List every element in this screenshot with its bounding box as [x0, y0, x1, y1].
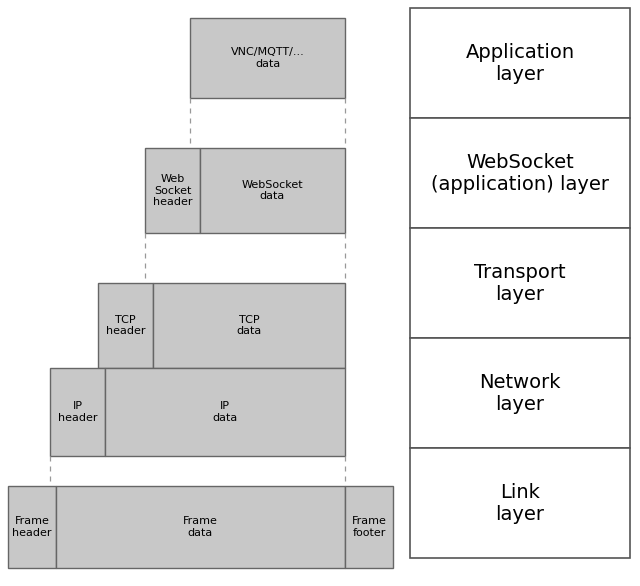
- Text: Frame
header: Frame header: [12, 516, 52, 538]
- Text: Application
layer: Application layer: [465, 43, 575, 83]
- Bar: [8, 486, 56, 568]
- Bar: [153, 283, 345, 368]
- Bar: [410, 338, 630, 448]
- Bar: [410, 8, 630, 118]
- Text: IP
data: IP data: [212, 401, 237, 423]
- Text: VNC/MQTT/...
data: VNC/MQTT/... data: [230, 47, 305, 69]
- Bar: [410, 448, 630, 558]
- Bar: [345, 486, 393, 568]
- Bar: [105, 368, 345, 456]
- Text: TCP
header: TCP header: [106, 315, 145, 336]
- Bar: [50, 368, 105, 456]
- Bar: [56, 486, 345, 568]
- Text: IP
header: IP header: [58, 401, 97, 423]
- Bar: [190, 18, 345, 98]
- Bar: [145, 148, 200, 233]
- Text: WebSocket
(application) layer: WebSocket (application) layer: [431, 152, 609, 193]
- Text: Transport
layer: Transport layer: [474, 263, 566, 304]
- Text: Frame
footer: Frame footer: [351, 516, 387, 538]
- Text: WebSocket
data: WebSocket data: [242, 180, 303, 202]
- Bar: [410, 228, 630, 338]
- Text: Frame
data: Frame data: [183, 516, 218, 538]
- Bar: [410, 118, 630, 228]
- Bar: [98, 283, 153, 368]
- Text: TCP
data: TCP data: [236, 315, 262, 336]
- Text: Web
Socket
header: Web Socket header: [153, 174, 192, 207]
- Bar: [200, 148, 345, 233]
- Text: Link
layer: Link layer: [495, 482, 545, 523]
- Text: Network
layer: Network layer: [479, 373, 561, 414]
